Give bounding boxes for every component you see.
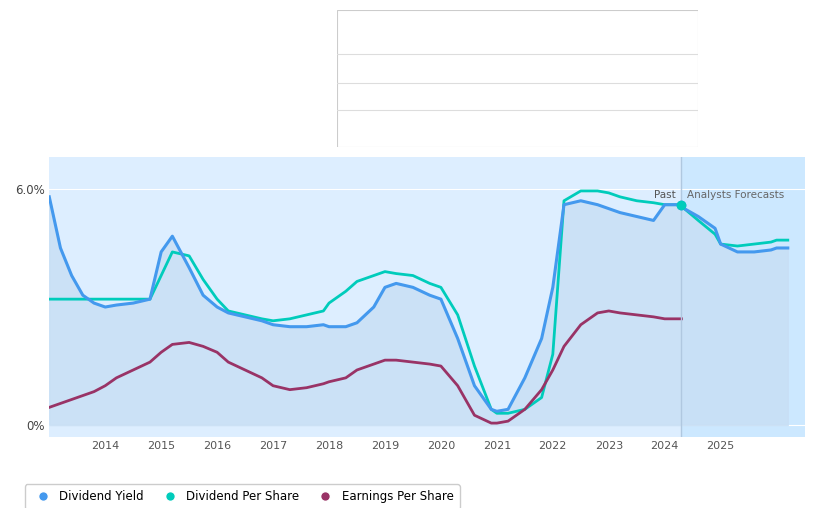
Text: 5.6% /yr: 5.6% /yr	[525, 64, 576, 74]
Legend: Dividend Yield, Dividend Per Share, Earnings Per Share: Dividend Yield, Dividend Per Share, Earn…	[25, 485, 460, 508]
Text: No data: No data	[525, 119, 568, 129]
Text: Analysts Forecasts: Analysts Forecasts	[687, 190, 784, 200]
Text: Dividend Per Share: Dividend Per Share	[355, 91, 461, 102]
Bar	[681, 157, 821, 437]
Text: €1.000 /yr: €1.000 /yr	[525, 91, 588, 102]
FancyBboxPatch shape	[337, 10, 698, 147]
Text: Apr 23 2024: Apr 23 2024	[355, 27, 440, 40]
Text: Earnings Per Share: Earnings Per Share	[355, 119, 461, 129]
Text: Past: Past	[654, 190, 676, 200]
Text: Dividend Yield: Dividend Yield	[355, 64, 434, 74]
